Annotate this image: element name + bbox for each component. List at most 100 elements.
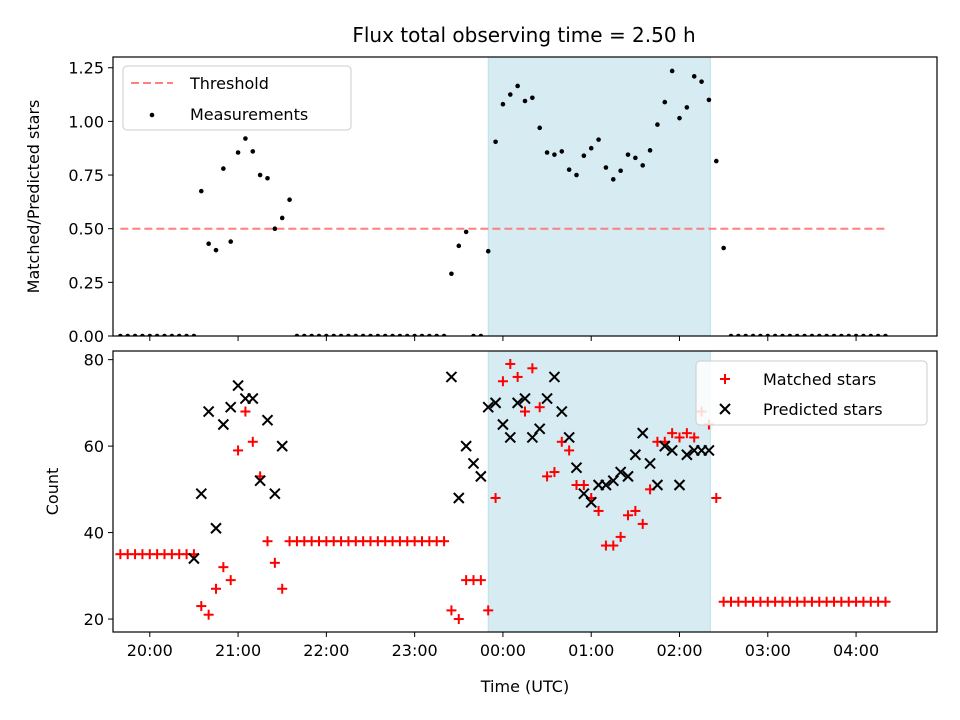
x-b: [629, 449, 642, 461]
matched-stars-point: [247, 436, 258, 447]
matched-stars-point: [623, 510, 633, 521]
top-panel: 0.00 0.25 0.50 0.75 1.00 1.25 Matched/Predicte…: [24, 56, 938, 346]
measurement-point: [257, 172, 263, 178]
x-tick-label: 01:00: [568, 641, 614, 660]
measurement-point: [449, 271, 454, 277]
x-b: [578, 487, 590, 500]
predicted-stars-point: [666, 444, 678, 457]
matched-stars-point: [218, 562, 229, 573]
matched-stars-point: [446, 605, 457, 616]
measurement-point: [603, 165, 609, 170]
measurement-point: [198, 188, 204, 194]
x-b: [651, 479, 664, 491]
y-tick-label: 0.50: [68, 220, 104, 239]
measurement-point: [721, 245, 726, 251]
x-b: [511, 397, 524, 409]
legend-predicted-label: Predicted stars: [763, 400, 883, 419]
x-b: [254, 474, 266, 487]
predicted-stars-point: [519, 392, 531, 405]
matched-stars-point: [615, 531, 626, 542]
x-b: [504, 431, 516, 444]
measurement-point: [610, 177, 616, 182]
predicted-stars-point: [622, 470, 634, 483]
matched-stars-point: [711, 492, 722, 503]
measurement-point: [493, 139, 498, 145]
x-tick-label: 03:00: [745, 641, 791, 660]
measurement-point: [515, 83, 520, 89]
legend-box: [695, 360, 928, 426]
matched-stars-point: [475, 575, 486, 586]
predicted-stars-point: [644, 457, 656, 470]
x-b: [489, 397, 502, 409]
matched-stars-point: [490, 492, 501, 503]
measurement-point: [221, 166, 226, 171]
y-tick-label: 20: [84, 610, 104, 629]
y-tick-label: 60: [84, 437, 104, 456]
predicted-stars-point: [261, 414, 274, 426]
x-b: [460, 440, 472, 452]
x-b: [681, 449, 693, 461]
predicted-stars-point: [445, 371, 458, 383]
x-b: [261, 414, 274, 426]
measurement-point: [706, 97, 712, 103]
legend-threshold-label: Threshold: [189, 74, 269, 93]
x-b: [637, 427, 649, 439]
matched-stars-point: [880, 596, 891, 607]
predicted-stars-point: [247, 392, 259, 405]
x-tick-label: 02:00: [656, 641, 702, 660]
measurement-point: [463, 229, 469, 235]
x-tick-label: 21:00: [215, 641, 261, 660]
measurement-point: [574, 172, 579, 178]
matched-stars-point: [269, 557, 280, 568]
matched-stars-point: [512, 371, 523, 382]
measurement-point: [272, 226, 278, 231]
legend-predicted-swatch: [719, 403, 731, 415]
predicted-stars-point: [188, 552, 200, 565]
matched-stars-point: [637, 518, 648, 529]
measurement-point: [655, 122, 660, 127]
measurement-point: [618, 168, 623, 174]
matched-stars-point: [667, 428, 678, 439]
predicted-stars-point: [541, 392, 553, 405]
x-b: [519, 392, 531, 405]
x-b: [622, 470, 634, 483]
legend-matched-label: Matched stars: [763, 370, 876, 389]
legend-box: [122, 65, 352, 131]
x-b: [548, 371, 561, 383]
observing-window-shade: [487, 57, 711, 336]
predicted-stars-point: [195, 487, 207, 500]
matched-stars-point: [542, 471, 553, 482]
predicted-stars-point: [482, 401, 494, 413]
predicted-stars-point: [210, 522, 222, 534]
measurement-point: [250, 149, 256, 154]
measurement-point: [228, 239, 234, 244]
plot-area: [118, 57, 888, 336]
x-b: [585, 496, 597, 509]
x-b: [232, 379, 244, 392]
matched-stars-point: [578, 480, 589, 491]
x-b: [570, 462, 583, 474]
matched-stars-point: [630, 505, 641, 516]
x-b: [475, 470, 487, 483]
measurement-point: [713, 158, 719, 164]
matched-stars-point: [483, 605, 494, 616]
predicted-stars-point: [548, 371, 561, 383]
figure-title: Flux total observing time = 2.50 h: [352, 23, 695, 47]
predicted-stars-point: [614, 466, 627, 478]
predicted-stars-point: [497, 418, 509, 431]
x-tick-label: 20:00: [127, 641, 173, 660]
x-tick-label: 22:00: [303, 641, 349, 660]
x-axis-label: Time (UTC): [480, 677, 569, 696]
measurement-point: [522, 98, 528, 104]
x-b: [666, 444, 678, 457]
matched-stars-point: [593, 505, 604, 516]
matched-stars-point: [225, 575, 236, 586]
y-tick-label: 0.75: [68, 166, 104, 185]
predicted-stars-point: [202, 405, 215, 418]
x-b: [644, 457, 656, 470]
matched-stars-point: [527, 363, 538, 374]
predicted-stars-point: [681, 449, 693, 461]
measurement-point: [625, 152, 631, 157]
x-b: [556, 405, 568, 418]
predicted-stars-point: [511, 397, 524, 409]
